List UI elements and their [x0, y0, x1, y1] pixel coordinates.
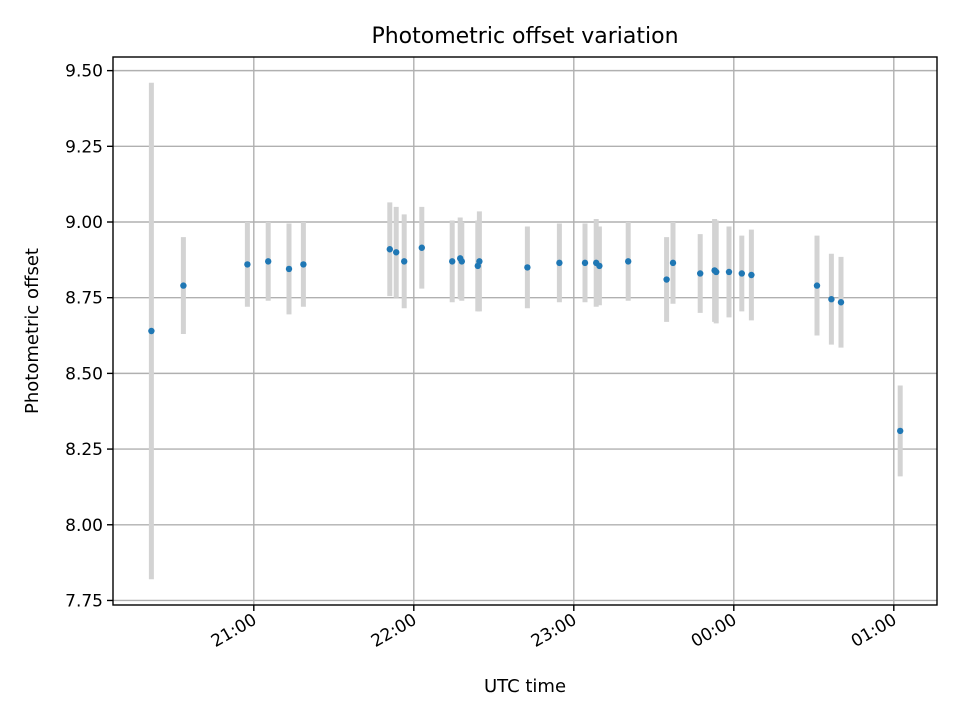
x-tick-label: 21:00	[208, 610, 260, 652]
data-point	[524, 264, 531, 271]
y-tick-label: 8.25	[65, 440, 103, 460]
data-point	[713, 268, 720, 276]
data-point	[300, 261, 307, 268]
grid-lines	[113, 57, 937, 605]
data-point	[458, 258, 465, 265]
x-tick-label: 23:00	[528, 610, 580, 652]
data-point	[897, 427, 904, 435]
data-point	[180, 282, 187, 289]
data-point	[837, 299, 845, 306]
data-point	[393, 249, 400, 256]
data-point	[596, 262, 603, 270]
y-tick-label: 9.25	[65, 137, 103, 157]
y-tick-label: 9.00	[65, 213, 103, 233]
data-points	[148, 244, 904, 435]
axis-ticks: 21:00 22:00 23:00 00:00 01:00 7.75 8.00 8.25 8.5…	[65, 62, 900, 652]
data-point	[476, 258, 483, 265]
x-axis-label: UTC time	[484, 676, 566, 697]
data-point	[148, 327, 155, 335]
y-tick-label: 8.00	[65, 516, 103, 536]
data-point	[449, 258, 456, 265]
data-point	[669, 259, 677, 267]
data-point	[418, 244, 425, 251]
x-tick-label: 00:00	[688, 610, 740, 652]
y-tick-label: 8.75	[65, 289, 103, 309]
data-point	[581, 259, 589, 267]
plot-frame	[112, 56, 938, 606]
y-axis-label: Photometric offset	[22, 248, 43, 414]
data-point	[813, 282, 821, 289]
data-point	[265, 258, 272, 265]
data-point	[244, 261, 251, 268]
chart-title: Photometric offset variation	[371, 24, 678, 49]
data-point	[748, 271, 755, 279]
y-tick-label: 7.75	[65, 591, 103, 611]
x-tick-label: 01:00	[848, 610, 900, 652]
error-bars	[148, 82, 903, 580]
data-point	[285, 265, 293, 273]
data-point	[401, 258, 408, 265]
data-point	[556, 259, 563, 267]
data-point	[697, 270, 704, 277]
data-point	[386, 246, 393, 253]
data-point	[828, 296, 835, 303]
data-point	[663, 276, 670, 283]
y-tick-label: 9.50	[65, 62, 103, 82]
data-point	[725, 268, 733, 276]
x-tick-label: 22:00	[368, 610, 420, 652]
data-point	[738, 270, 745, 277]
y-tick-label: 8.50	[65, 364, 103, 384]
data-point	[625, 258, 632, 265]
